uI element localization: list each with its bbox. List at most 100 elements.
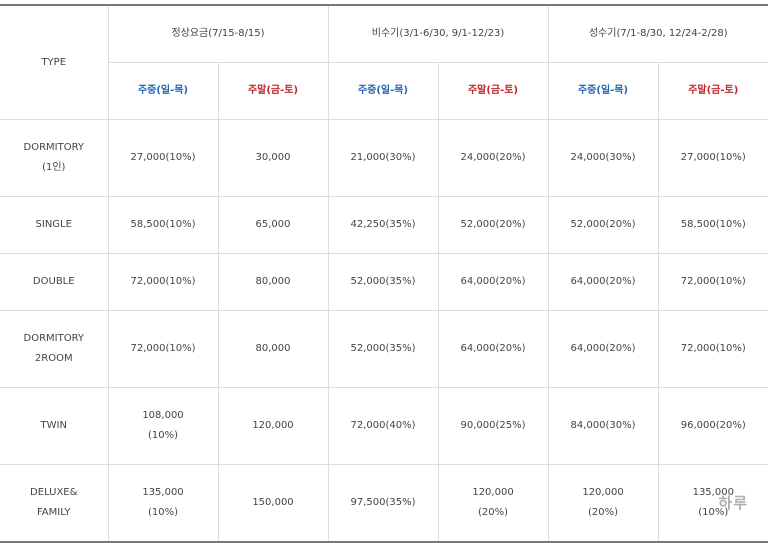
- price-value: 84,000(30%): [570, 420, 636, 431]
- price-value: 64,000(20%): [460, 343, 526, 354]
- price-cell: 64,000(20%): [437, 310, 549, 388]
- room-type-label: DELUXE&: [30, 487, 78, 498]
- price-value: 80,000: [255, 276, 291, 287]
- rate-table: TYPE 정상요금(7/15-8/15) 비수기(3/1-6/30, 9/1-1…: [0, 4, 769, 543]
- room-type-label: DORMITORY: [23, 142, 85, 153]
- room-type-cell: SINGLE: [0, 196, 109, 254]
- price-value: 120,000: [252, 420, 294, 431]
- weekend-header: 주말(금-토): [217, 62, 329, 120]
- room-type-label: DOUBLE: [32, 276, 75, 287]
- price-value: 135,000: [692, 487, 734, 498]
- price-value: 52,000(20%): [460, 219, 526, 230]
- price-cell: 65,000: [217, 196, 329, 254]
- price-value: 150,000: [252, 497, 294, 508]
- price-value: 90,000(25%): [460, 420, 526, 431]
- price-value: 24,000(30%): [570, 152, 636, 163]
- price-value: (10%): [147, 507, 179, 518]
- season-regular: 정상요금(7/15-8/15): [107, 4, 329, 63]
- room-type-label: DORMITORY: [23, 333, 85, 344]
- price-cell: 52,000(35%): [327, 310, 439, 388]
- table-row: SINGLE 58,500(10%) 65,000 42,250(35%) 52,000…: [0, 196, 769, 254]
- price-cell: 80,000: [217, 310, 329, 388]
- table-row: DELUXE& FAMILY 135,000 (10%) 150,000 97,500(3…: [0, 464, 769, 543]
- price-value: (10%): [147, 430, 179, 441]
- price-value: 27,000(10%): [680, 152, 746, 163]
- weekend-header: 주말(금-토): [657, 62, 769, 120]
- price-cell: 72,000(10%): [657, 310, 769, 388]
- price-cell: 72,000(40%): [327, 387, 439, 465]
- price-cell: 64,000(20%): [437, 253, 549, 311]
- price-value: 72,000(10%): [130, 276, 196, 287]
- weekday-header: 주중(일-목): [108, 62, 219, 120]
- week-header-row: 주중(일-목) 주말(금-토) 주중(일-목) 주말(금-토) 주중(일-목) …: [0, 62, 769, 120]
- price-value: 65,000: [255, 219, 291, 230]
- table-row: DORMITORY (1인) 27,000(10%) 30,000 21,000(30%…: [0, 119, 769, 197]
- type-header: TYPE: [0, 4, 109, 120]
- price-cell: 24,000(30%): [547, 119, 659, 197]
- price-cell: 150,000: [217, 464, 329, 543]
- price-value: 96,000(20%): [680, 420, 746, 431]
- price-cell: 64,000(20%): [547, 253, 659, 311]
- price-cell: 21,000(30%): [327, 119, 439, 197]
- price-cell: 58,500(10%): [657, 196, 769, 254]
- price-cell: 52,000(20%): [437, 196, 549, 254]
- price-value: 64,000(20%): [570, 343, 636, 354]
- price-value: (20%): [588, 507, 619, 518]
- price-value: (20%): [477, 507, 509, 518]
- price-value: 108,000: [142, 410, 184, 421]
- price-value: 97,500(35%): [350, 497, 416, 508]
- price-value: 72,000(10%): [680, 343, 746, 354]
- price-cell: 80,000: [217, 253, 329, 311]
- price-cell: 90,000(25%): [437, 387, 549, 465]
- price-value: 120,000: [472, 487, 514, 498]
- price-cell: 97,500(35%): [327, 464, 439, 543]
- price-value: 72,000(10%): [680, 276, 746, 287]
- room-type-label: TWIN: [40, 420, 67, 431]
- room-type-label: FAMILY: [36, 507, 71, 518]
- price-cell: 120,000 (20%): [437, 464, 549, 543]
- room-type-cell: TWIN: [0, 387, 109, 465]
- weekend-header: 주말(금-토): [437, 62, 549, 120]
- price-value: 72,000(40%): [350, 420, 416, 431]
- price-cell: 72,000(10%): [107, 253, 219, 311]
- room-type-cell: DORMITORY (1인): [0, 119, 109, 197]
- price-cell: 52,000(35%): [327, 253, 439, 311]
- price-value: 64,000(20%): [460, 276, 526, 287]
- price-value: 135,000: [142, 487, 184, 498]
- price-value: 27,000(10%): [130, 152, 196, 163]
- price-cell: 27,000(10%): [107, 119, 219, 197]
- room-type-label: SINGLE: [35, 219, 72, 230]
- room-type-label: (1인): [42, 162, 66, 173]
- price-cell: 24,000(20%): [437, 119, 549, 197]
- price-cell: 84,000(30%): [547, 387, 659, 465]
- price-value: 120,000: [582, 487, 624, 498]
- room-type-cell: DOUBLE: [0, 253, 109, 311]
- price-value: (10%): [698, 507, 729, 518]
- price-cell: 108,000 (10%): [107, 387, 219, 465]
- price-cell: 52,000(20%): [547, 196, 659, 254]
- price-value: 80,000: [255, 343, 291, 354]
- price-value: 42,250(35%): [350, 219, 416, 230]
- table-row: DOUBLE 72,000(10%) 80,000 52,000(35%) 64,000…: [0, 253, 769, 311]
- price-value: 58,500(10%): [130, 219, 196, 230]
- table-row: DORMITORY 2ROOM 72,000(10%) 80,000 52,000(35…: [0, 310, 769, 388]
- season-off-peak: 비수기(3/1-6/30, 9/1-12/23): [327, 4, 549, 63]
- price-value: 30,000: [255, 152, 291, 163]
- price-cell: 120,000: [217, 387, 329, 465]
- price-cell: 27,000(10%): [657, 119, 769, 197]
- season-header-row: TYPE 정상요금(7/15-8/15) 비수기(3/1-6/30, 9/1-1…: [0, 4, 769, 120]
- price-cell: 96,000(20%): [657, 387, 769, 465]
- weekday-header: 주중(일-목): [327, 62, 439, 120]
- room-type-label: 2ROOM: [34, 353, 73, 364]
- room-type-cell: DELUXE& FAMILY: [0, 464, 109, 543]
- price-cell: 64,000(20%): [547, 310, 659, 388]
- price-cell: 72,000(10%): [107, 310, 219, 388]
- watermark: 하루: [718, 494, 748, 512]
- price-value: 52,000(20%): [570, 219, 636, 230]
- price-cell: 135,000 (10%): [657, 464, 769, 543]
- price-value: 52,000(35%): [350, 276, 416, 287]
- price-value: 52,000(35%): [350, 343, 416, 354]
- price-value: 24,000(20%): [460, 152, 526, 163]
- price-value: 21,000(30%): [350, 152, 416, 163]
- price-cell: 120,000 (20%): [547, 464, 659, 543]
